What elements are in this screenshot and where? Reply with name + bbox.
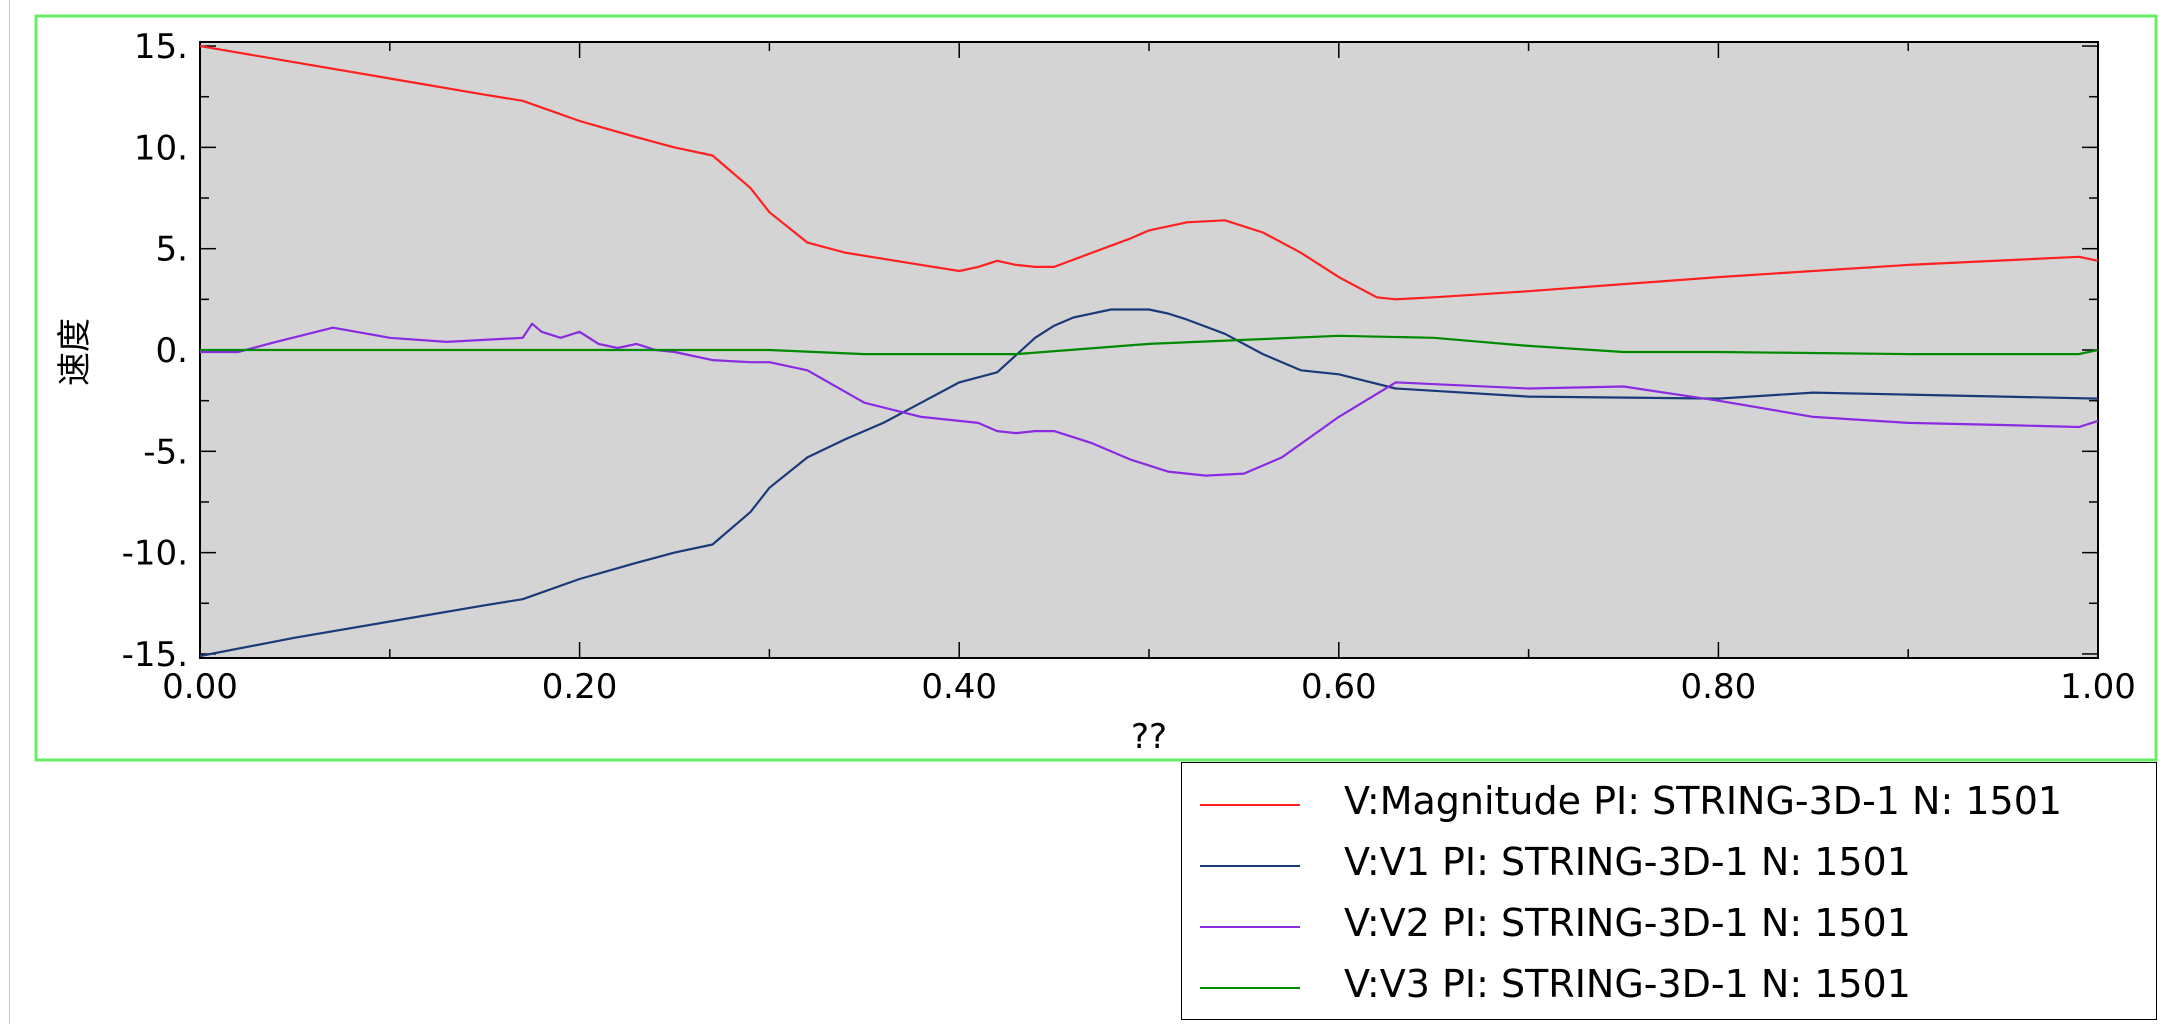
legend-item[interactable]: V:V3 PI: STRING-3D-1 N: 1501 bbox=[1182, 958, 2156, 1018]
x-tick-label: 0.00 bbox=[162, 667, 238, 707]
x-tick-label: 0.20 bbox=[542, 667, 618, 707]
legend-label: V:V1 PI: STRING-3D-1 N: 1501 bbox=[1344, 840, 1911, 884]
y-tick-label: -5. bbox=[143, 432, 188, 472]
series-line-3[interactable] bbox=[200, 322, 2099, 477]
x-tick-label: 1.00 bbox=[2060, 667, 2136, 707]
legend-label: V:V3 PI: STRING-3D-1 N: 1501 bbox=[1344, 962, 1911, 1006]
series-lines bbox=[199, 45, 2099, 658]
y-tick-label: -10. bbox=[122, 534, 188, 574]
x-tick-label: 0.40 bbox=[921, 667, 997, 707]
legend-item[interactable]: V:V2 PI: STRING-3D-1 N: 1501 bbox=[1182, 897, 2156, 957]
legend-swatch bbox=[1200, 865, 1300, 867]
legend-label: V:Magnitude PI: STRING-3D-1 N: 1501 bbox=[1344, 779, 2063, 823]
legend-swatch bbox=[1200, 926, 1300, 928]
y-tick-label: 0. bbox=[156, 331, 188, 371]
x-tick-label: 0.80 bbox=[1681, 667, 1757, 707]
y-tick-label: 10. bbox=[134, 128, 188, 168]
legend-item[interactable]: V:V1 PI: STRING-3D-1 N: 1501 bbox=[1182, 836, 2156, 896]
y-tick-label: 5. bbox=[156, 230, 188, 270]
x-axis-title: ?? bbox=[1131, 717, 1167, 757]
series-line-4[interactable] bbox=[200, 334, 2099, 356]
legend-item[interactable]: V:Magnitude PI: STRING-3D-1 N: 1501 bbox=[1182, 775, 2156, 835]
legend[interactable]: V:Magnitude PI: STRING-3D-1 N: 1501 V:V1 … bbox=[1181, 762, 2157, 1020]
tick-labels: 0.00 0.20 0.40 0.60 0.80 1.00 15. 10. 5. 0. -5. -10… bbox=[122, 27, 2136, 707]
series-line-1[interactable] bbox=[199, 45, 2099, 301]
legend-swatch bbox=[1200, 804, 1300, 806]
left-gutter bbox=[0, 0, 10, 1024]
plot-frame bbox=[34, 14, 2158, 762]
legend-label: V:V2 PI: STRING-3D-1 N: 1501 bbox=[1344, 901, 1911, 945]
y-tick-label: 15. bbox=[134, 27, 188, 67]
y-axis-title: 速度 bbox=[55, 318, 95, 386]
y-tick-label: -15. bbox=[122, 635, 188, 675]
x-tick-label: 0.60 bbox=[1301, 667, 1377, 707]
legend-swatch bbox=[1200, 987, 1300, 989]
